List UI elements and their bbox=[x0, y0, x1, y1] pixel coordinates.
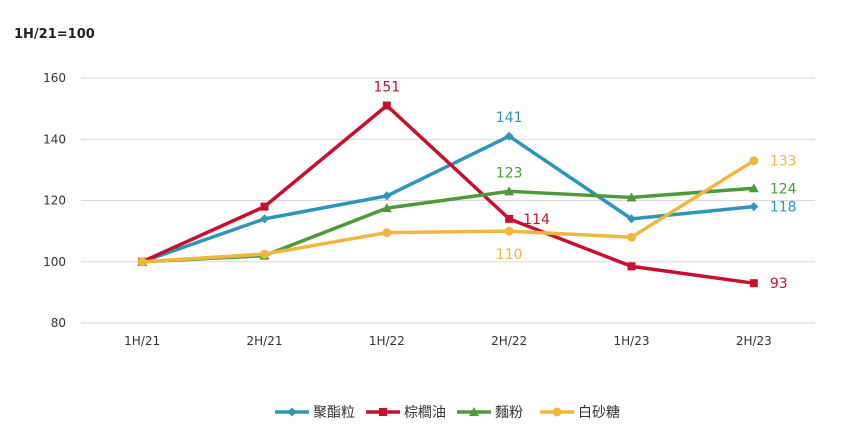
data-point bbox=[382, 101, 391, 110]
x-tick-label: 2H/23 bbox=[736, 334, 772, 348]
legend-label: 白砂糖 bbox=[578, 405, 620, 421]
data-point bbox=[749, 202, 759, 212]
unit-label: 1H/21=100 bbox=[14, 27, 95, 42]
data-label: 151 bbox=[373, 80, 400, 96]
series-line bbox=[140, 186, 756, 264]
legend-label: 棕櫚油 bbox=[404, 405, 446, 421]
series-line bbox=[140, 158, 756, 264]
data-point bbox=[748, 183, 759, 193]
y-tick-label: 140 bbox=[43, 132, 66, 146]
y-axis-ticks: 80 100 120 140 160 bbox=[43, 71, 66, 330]
data-label: 110 bbox=[496, 247, 523, 263]
x-tick-label: 2H/21 bbox=[247, 334, 283, 348]
x-tick-label: 2H/22 bbox=[491, 334, 527, 348]
data-point bbox=[626, 192, 637, 202]
data-point bbox=[260, 249, 269, 259]
data-labels: 151 141 123 114 110 133 124 118 93 bbox=[373, 80, 796, 293]
data-point bbox=[627, 214, 636, 224]
y-tick-label: 80 bbox=[51, 316, 66, 330]
data-label: 124 bbox=[770, 181, 797, 197]
legend-marker bbox=[469, 407, 479, 416]
series-layer bbox=[137, 101, 759, 288]
data-point bbox=[260, 214, 269, 224]
y-tick-label: 120 bbox=[43, 194, 66, 208]
x-tick-label: 1H/21 bbox=[124, 334, 160, 348]
legend-marker bbox=[552, 407, 562, 417]
series-1 bbox=[137, 131, 759, 267]
legend-label: 聚酯粒 bbox=[313, 405, 355, 421]
legend: 聚酯粒 棕櫚油 麵粉 白砂糖 bbox=[275, 405, 620, 421]
data-point bbox=[137, 257, 147, 267]
data-point bbox=[505, 214, 514, 223]
data-point bbox=[504, 131, 514, 141]
data-point bbox=[382, 191, 392, 201]
legend-item: 棕櫚油 bbox=[366, 405, 446, 421]
data-point bbox=[381, 203, 392, 213]
y-tick-label: 160 bbox=[43, 71, 66, 85]
data-point bbox=[382, 228, 392, 238]
data-point bbox=[504, 186, 515, 196]
series-4 bbox=[137, 156, 759, 267]
legend-item: 聚酯粒 bbox=[275, 405, 355, 421]
series-3 bbox=[137, 183, 759, 266]
data-label: 93 bbox=[770, 276, 788, 292]
data-label: 114 bbox=[523, 212, 550, 228]
y-tick-label: 100 bbox=[43, 255, 66, 269]
data-point bbox=[627, 232, 636, 242]
legend-label: 麵粉 bbox=[495, 405, 523, 421]
data-label: 123 bbox=[496, 165, 523, 181]
data-point bbox=[749, 156, 759, 166]
legend-item: 白砂糖 bbox=[540, 405, 620, 421]
legend-marker bbox=[379, 408, 387, 416]
data-point bbox=[504, 226, 514, 236]
data-point bbox=[260, 202, 269, 211]
data-label: 141 bbox=[496, 110, 523, 126]
data-label: 118 bbox=[770, 200, 797, 216]
x-tick-label: 1H/23 bbox=[614, 334, 650, 348]
data-label: 133 bbox=[770, 154, 797, 170]
legend-item: 麵粉 bbox=[457, 405, 523, 421]
legend-marker bbox=[287, 407, 297, 417]
series-line bbox=[140, 103, 756, 285]
x-tick-label: 1H/22 bbox=[369, 334, 405, 348]
x-axis-ticks: 1H/21 2H/21 1H/22 2H/22 1H/23 2H/23 bbox=[124, 334, 772, 348]
series-line bbox=[140, 134, 756, 264]
data-point bbox=[627, 262, 636, 271]
data-point bbox=[749, 279, 758, 288]
